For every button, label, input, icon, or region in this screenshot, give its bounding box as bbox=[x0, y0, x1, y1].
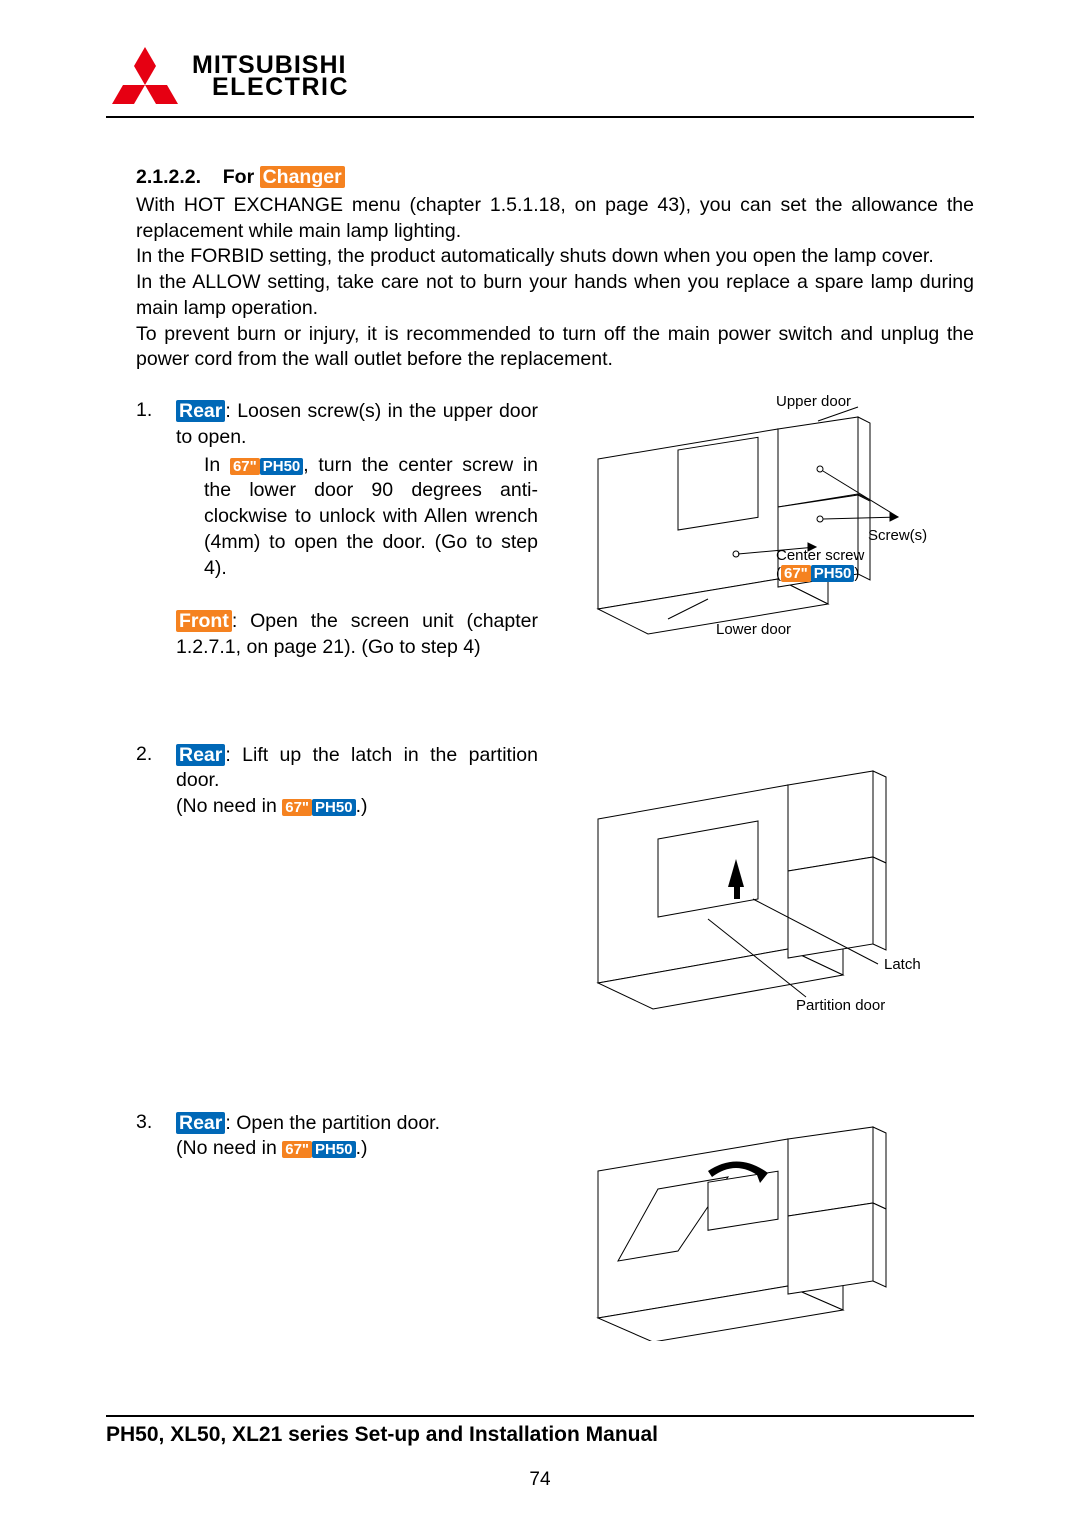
step-3-rear-text: : Open the partition door. bbox=[225, 1112, 440, 1134]
pill-ph50: PH50 bbox=[260, 458, 304, 475]
section-title-prefix: For bbox=[223, 166, 260, 188]
step-2-noneed-post: .) bbox=[356, 795, 368, 817]
step-3-figure bbox=[558, 1111, 938, 1341]
step-1-figure-col: Upper door Screw(s) Center screw (67"PH5… bbox=[538, 399, 974, 659]
intro-p1: With HOT EXCHANGE menu (chapter 1.5.1.18… bbox=[136, 193, 974, 244]
intro-p4: To prevent burn or injury, it is recomme… bbox=[136, 322, 974, 373]
pill-67-ph50: 67"PH50 bbox=[282, 794, 355, 820]
step-1-rear-text: : Loosen screw(s) in the upper door to o… bbox=[176, 400, 538, 448]
label-upper-door: Upper door bbox=[776, 393, 851, 410]
label-latch: Latch bbox=[884, 956, 921, 973]
label-screws: Screw(s) bbox=[868, 527, 927, 544]
footer-title: PH50, XL50, XL21 series Set-up and Insta… bbox=[106, 1423, 974, 1447]
page: MITSUBISHI ELECTRIC 2.1.2.2. For Changer… bbox=[0, 0, 1080, 1527]
step-1-number: 1. bbox=[136, 399, 176, 422]
step-3-noneed-pre: (No need in bbox=[176, 1137, 282, 1159]
step-2-figure: Latch Partition door bbox=[558, 749, 938, 1029]
intro-block: With HOT EXCHANGE menu (chapter 1.5.1.18… bbox=[136, 193, 974, 373]
label-pill-pair: (67"PH50) bbox=[776, 565, 859, 582]
step-3-noneed-post: .) bbox=[356, 1137, 368, 1159]
step-2-number: 2. bbox=[136, 743, 176, 766]
step-2-noneed-pre: (No need in bbox=[176, 795, 282, 817]
rear-label: Rear bbox=[176, 744, 225, 766]
step-3-number: 3. bbox=[136, 1111, 176, 1134]
pill-67-ph50: 67"PH50 bbox=[282, 1136, 355, 1162]
pill-ph50: PH50 bbox=[312, 799, 356, 816]
step-2-rear-text: : Lift up the latch in the partition doo… bbox=[176, 744, 538, 792]
logo: MITSUBISHI ELECTRIC bbox=[106, 44, 349, 110]
fig-pill-ph50: PH50 bbox=[811, 565, 855, 582]
step-1-substep: In 67"PH50, turn the center screw in the… bbox=[204, 453, 538, 582]
pill-ph50: PH50 bbox=[312, 1141, 356, 1158]
intro-p3: In the ALLOW setting, take care not to b… bbox=[136, 270, 974, 321]
step-3-diagram-icon bbox=[558, 1111, 938, 1341]
rear-label: Rear bbox=[176, 1112, 225, 1134]
pill-67: 67" bbox=[282, 1141, 312, 1158]
section-heading: 2.1.2.2. For Changer bbox=[136, 166, 974, 189]
pill-67-ph50: 67"PH50 bbox=[230, 453, 303, 479]
step-3-text: Rear: Open the partition door. (No need … bbox=[176, 1111, 538, 1162]
footer: PH50, XL50, XL21 series Set-up and Insta… bbox=[106, 1415, 974, 1491]
pill-67: 67" bbox=[230, 458, 260, 475]
steps-list: 1. Rear: Loosen screw(s) in the upper do… bbox=[106, 399, 974, 1341]
section-title-highlight: Changer bbox=[260, 166, 345, 188]
step-1-figure: Upper door Screw(s) Center screw (67"PH5… bbox=[558, 399, 938, 659]
step-1-text: Rear: Loosen screw(s) in the upper door … bbox=[176, 399, 538, 661]
step-3-figure-col bbox=[538, 1111, 974, 1341]
step-3: 3. Rear: Open the partition door. (No ne… bbox=[136, 1111, 974, 1341]
front-label: Front bbox=[176, 610, 232, 632]
pill-67: 67" bbox=[282, 799, 312, 816]
step-2: 2. Rear: Lift up the latch in the partit… bbox=[136, 743, 974, 1029]
step-2-figure-col: Latch Partition door bbox=[538, 743, 974, 1029]
label-center-screw: Center screw bbox=[776, 547, 864, 564]
footer-page-number: 74 bbox=[106, 1469, 974, 1491]
section-number: 2.1.2.2. bbox=[136, 166, 201, 188]
footer-rule bbox=[106, 1415, 974, 1417]
mitsubishi-logo-icon bbox=[106, 44, 184, 110]
step-1: 1. Rear: Loosen screw(s) in the upper do… bbox=[136, 399, 974, 661]
brand-line-2: ELECTRIC bbox=[212, 76, 349, 100]
rear-label: Rear bbox=[176, 400, 225, 422]
label-lower-door: Lower door bbox=[716, 621, 791, 638]
header: MITSUBISHI ELECTRIC bbox=[106, 38, 974, 110]
step-2-text: Rear: Lift up the latch in the partition… bbox=[176, 743, 538, 820]
intro-p2: In the FORBID setting, the product autom… bbox=[136, 244, 974, 270]
fig-pill-67: 67" bbox=[781, 565, 811, 582]
brand-text: MITSUBISHI ELECTRIC bbox=[192, 54, 349, 100]
header-rule bbox=[106, 116, 974, 118]
step-1-sub-in: In bbox=[204, 454, 230, 476]
step-2-diagram-icon bbox=[558, 749, 938, 1029]
label-partition-door: Partition door bbox=[796, 997, 885, 1014]
